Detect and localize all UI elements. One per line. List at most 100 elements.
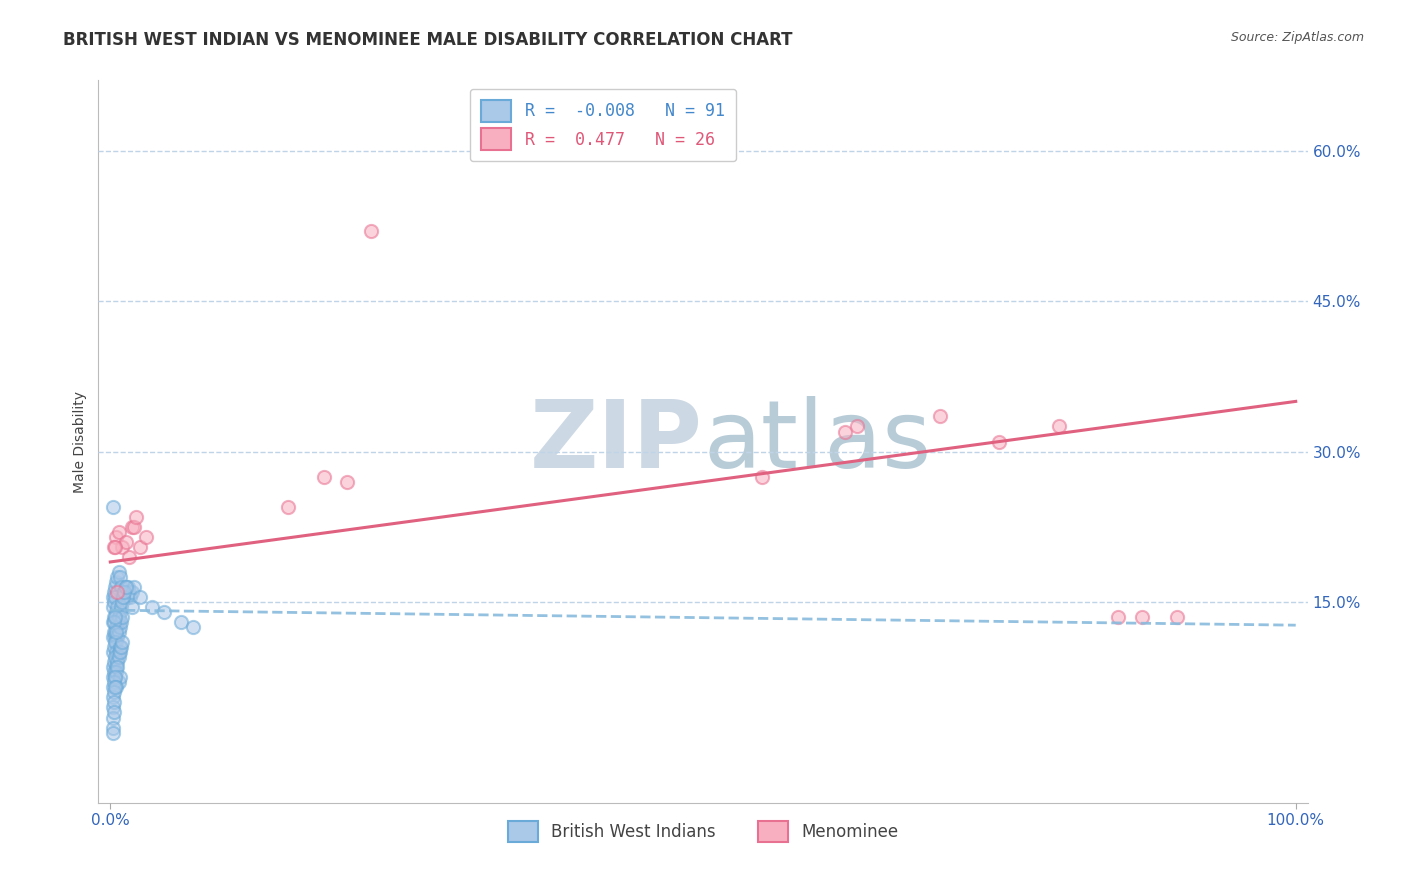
Point [1166, 610, 1188, 624]
Point [103, 675, 125, 690]
Point [112, 590, 135, 604]
Point [110, 615, 132, 630]
Point [105, 660, 128, 674]
Point [118, 585, 141, 599]
Point [103, 696, 125, 710]
Point [115, 590, 138, 604]
Point [105, 575, 128, 590]
Point [101, 630, 124, 644]
Point [101, 681, 124, 695]
Point [108, 645, 131, 659]
Point [105, 615, 128, 630]
Point [834, 425, 856, 439]
Point [104, 650, 127, 665]
Point [125, 509, 148, 524]
Y-axis label: Male Disability: Male Disability [73, 391, 87, 492]
Point [105, 655, 128, 669]
Point [105, 605, 128, 619]
Point [107, 625, 129, 640]
Point [101, 645, 124, 659]
Point [107, 675, 129, 690]
Point [336, 475, 359, 489]
Point [141, 600, 163, 615]
Point [104, 670, 127, 684]
Text: atlas: atlas [703, 395, 931, 488]
Point [103, 585, 125, 599]
Point [104, 580, 127, 594]
Point [110, 640, 132, 655]
Point [181, 620, 204, 634]
Point [101, 725, 124, 739]
Point [1047, 419, 1070, 434]
Point [101, 615, 124, 630]
Text: BRITISH WEST INDIAN VS MENOMINEE MALE DISABILITY CORRELATION CHART: BRITISH WEST INDIAN VS MENOMINEE MALE DI… [63, 31, 793, 49]
Point [101, 590, 124, 604]
Point [112, 590, 135, 604]
Point [105, 570, 128, 584]
Point [103, 640, 125, 655]
Point [988, 434, 1011, 449]
Point [107, 645, 129, 659]
Point [114, 580, 136, 594]
Point [111, 610, 134, 624]
Point [104, 610, 127, 624]
Point [105, 630, 128, 644]
Point [101, 670, 124, 684]
Point [104, 681, 127, 695]
Point [105, 585, 128, 599]
Point [103, 665, 125, 680]
Point [1107, 610, 1129, 624]
Point [103, 610, 125, 624]
Point [312, 469, 335, 483]
Point [129, 590, 152, 604]
Point [111, 635, 134, 649]
Point [105, 681, 128, 695]
Point [107, 565, 129, 579]
Point [114, 585, 136, 599]
Point [114, 580, 136, 594]
Point [108, 570, 131, 584]
Point [103, 625, 125, 640]
Point [105, 660, 128, 674]
Point [103, 706, 125, 720]
Point [108, 605, 131, 619]
Point [114, 585, 136, 599]
Point [846, 419, 869, 434]
Point [104, 540, 127, 554]
Point [101, 500, 124, 514]
Point [122, 520, 145, 534]
Point [105, 620, 128, 634]
Point [751, 469, 773, 483]
Point [122, 580, 145, 594]
Point [105, 665, 128, 680]
Point [108, 640, 131, 655]
Point [107, 650, 129, 665]
Point [110, 580, 132, 594]
Legend: British West Indians, Menominee: British West Indians, Menominee [502, 814, 904, 848]
Point [277, 500, 299, 514]
Point [170, 615, 193, 630]
Point [110, 600, 132, 615]
Point [120, 590, 142, 604]
Point [104, 630, 127, 644]
Point [129, 540, 152, 554]
Point [104, 635, 127, 649]
Point [105, 530, 128, 544]
Point [103, 595, 125, 609]
Point [101, 690, 124, 705]
Text: ZIP: ZIP [530, 395, 703, 488]
Point [135, 530, 157, 544]
Point [103, 540, 125, 554]
Point [105, 635, 128, 649]
Point [117, 580, 139, 594]
Point [107, 610, 129, 624]
Point [105, 625, 128, 640]
Point [360, 224, 382, 238]
Point [108, 670, 131, 684]
Point [121, 520, 143, 534]
Point [103, 615, 125, 630]
Point [105, 600, 128, 615]
Point [101, 710, 124, 724]
Point [101, 721, 124, 735]
Point [103, 685, 125, 699]
